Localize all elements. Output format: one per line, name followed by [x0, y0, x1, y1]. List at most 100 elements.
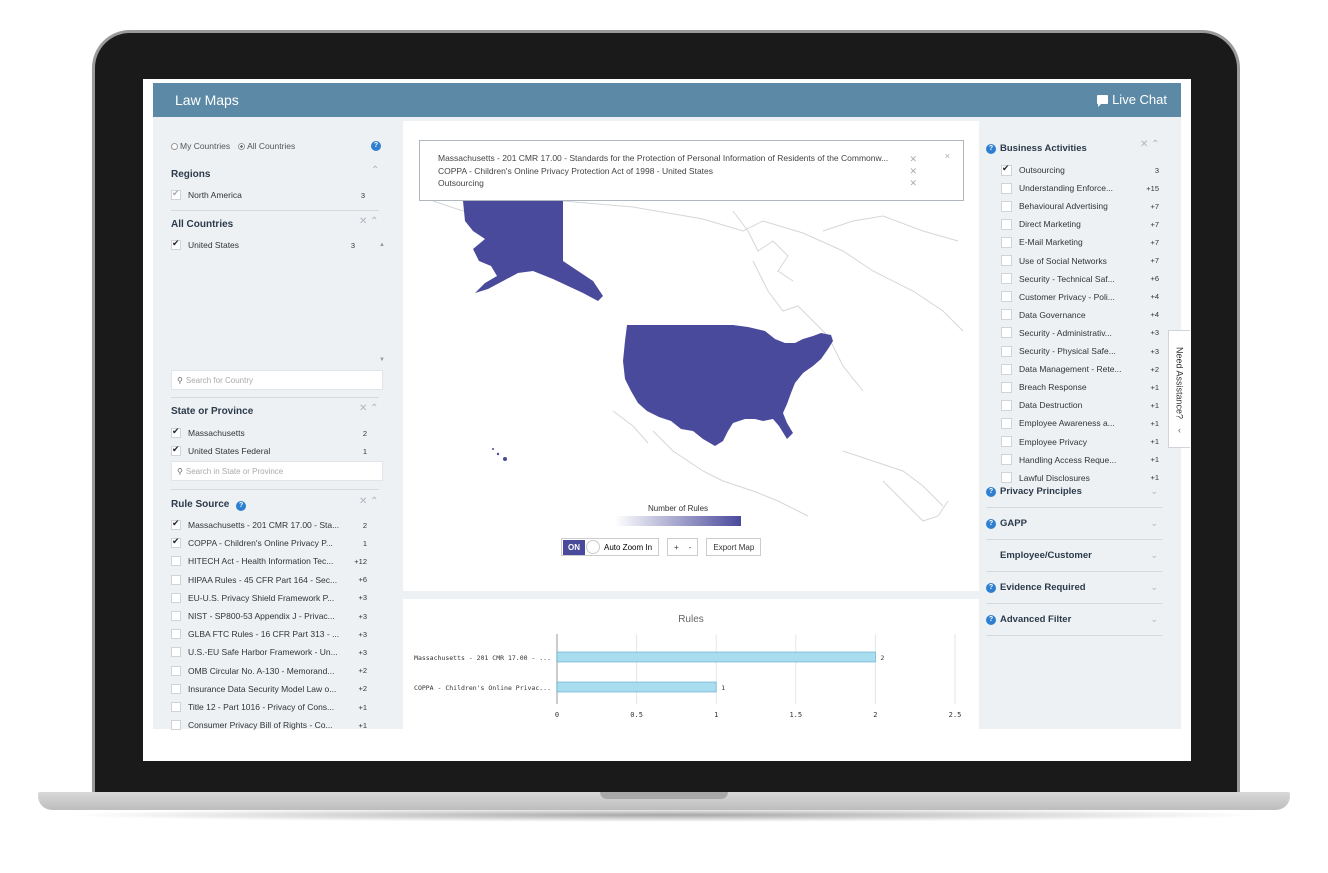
all-countries-radio[interactable]: All Countries	[238, 141, 295, 151]
business-activity-item[interactable]: Handling Access Reque... +1	[1001, 453, 1161, 467]
state-label: Massachusetts	[188, 428, 245, 438]
business-activity-item[interactable]: Understanding Enforce... +15	[1001, 181, 1161, 195]
business-activity-item[interactable]: Security - Physical Safe... +3	[1001, 344, 1161, 358]
filter-section-label: GAPP	[1000, 518, 1027, 529]
countries-title: All Countries	[171, 219, 234, 230]
business-activity-count: +7	[1150, 237, 1159, 247]
rule-source-label: Massachusetts - 201 CMR 17.00 - Sta...	[188, 520, 340, 530]
help-icon[interactable]: ?	[986, 486, 996, 497]
legend-gradient	[615, 516, 741, 526]
business-activity-item[interactable]: Outsourcing 3	[1001, 163, 1161, 177]
clear-business-icon[interactable]: ✕ ⌃	[1140, 139, 1160, 150]
rule-source-item[interactable]: U.S.-EU Safe Harbor Framework - Un... +3	[171, 645, 371, 659]
business-activity-count: +7	[1150, 201, 1159, 211]
checkbox-checked-icon	[171, 444, 181, 456]
business-activity-item[interactable]: Data Governance +4	[1001, 308, 1161, 322]
state-item[interactable]: United States Federal 1	[171, 444, 371, 458]
business-activity-count: +1	[1150, 400, 1159, 410]
checkbox-checked-icon	[171, 426, 181, 438]
help-icon[interactable]: ?	[371, 141, 381, 151]
state-search-input[interactable]: ⚲ Search in State or Province	[171, 461, 383, 481]
rule-source-item[interactable]: HIPAA Rules - 45 CFR Part 164 - Sec... +6	[171, 573, 371, 587]
clear-states-icon[interactable]: ✕ ⌃	[359, 403, 379, 414]
auto-zoom-toggle[interactable]: ON Auto Zoom In	[561, 538, 660, 556]
business-activity-item[interactable]: Data Management - Rete... +2	[1001, 362, 1161, 376]
hawaii-shape[interactable]	[492, 448, 507, 461]
search-icon: ⚲	[177, 466, 183, 476]
rule-source-item[interactable]: EU-U.S. Privacy Shield Framework P... +3	[171, 591, 371, 605]
rule-source-item[interactable]: Massachusetts - 201 CMR 17.00 - Sta... 2	[171, 518, 371, 532]
business-activity-item[interactable]: Direct Marketing +7	[1001, 217, 1161, 231]
zoom-in-button[interactable]: +	[674, 542, 679, 552]
business-activity-item[interactable]: Lawful Disclosures +1	[1001, 471, 1161, 485]
help-icon[interactable]: ?	[236, 501, 247, 511]
rule-source-item[interactable]: Title 12 - Part 1016 - Privacy of Cons..…	[171, 700, 371, 714]
close-icon[interactable]: ×	[944, 151, 950, 161]
business-activity-item[interactable]: Use of Social Networks +7	[1001, 254, 1161, 268]
rule-source-item[interactable]: HITECH Act - Health Information Tec... +1…	[171, 554, 371, 568]
business-activity-label: Security - Physical Safe...	[1019, 346, 1116, 356]
rule-source-label: HITECH Act - Health Information Tec...	[188, 556, 334, 567]
filter-section-header[interactable]: Employee/Customer ⌄	[986, 540, 1162, 572]
clear-rule-source-icon[interactable]: ✕ ⌃	[359, 496, 379, 507]
x-tick-label: 1.5	[789, 711, 802, 719]
alaska-shape[interactable]	[463, 201, 603, 301]
region-label: North America	[188, 190, 242, 200]
checkbox-icon	[1001, 417, 1012, 429]
need-assistance-tab[interactable]: Need Assistance? ‹	[1168, 330, 1190, 448]
business-activity-item[interactable]: Breach Response +1	[1001, 380, 1161, 394]
world-map	[432, 200, 964, 522]
rule-source-item[interactable]: OMB Circular No. A-130 - Memorand... +2	[171, 664, 371, 678]
scroll-down-icon[interactable]: ▼	[379, 357, 385, 363]
help-icon[interactable]: ?	[986, 143, 996, 154]
remove-filter-icon[interactable]: ✕	[909, 166, 917, 176]
rule-source-item[interactable]: GLBA FTC Rules - 16 CFR Part 313 - ... +3	[171, 627, 371, 641]
checkbox-icon	[171, 702, 181, 712]
state-item[interactable]: Massachusetts 2	[171, 426, 371, 440]
laptop-notch	[600, 792, 728, 799]
business-activity-item[interactable]: E-Mail Marketing +7	[1001, 235, 1161, 249]
business-activity-item[interactable]: Behavioural Advertising +7	[1001, 199, 1161, 213]
help-icon[interactable]: ?	[986, 614, 996, 625]
rule-source-item[interactable]: NIST - SP800-53 Appendix J - Privac... +3	[171, 609, 371, 623]
rule-source-item[interactable]: Consumer Privacy Bill of Rights - Co... +…	[171, 718, 371, 732]
business-activity-item[interactable]: Employee Privacy +1	[1001, 435, 1161, 449]
help-icon[interactable]: ?	[986, 582, 996, 593]
checkbox-icon	[1001, 345, 1012, 357]
checkbox-icon	[1001, 436, 1012, 447]
rule-source-count: +1	[358, 720, 367, 730]
scroll-up-icon[interactable]: ▲	[379, 242, 385, 248]
united-states-shape[interactable]	[623, 325, 833, 446]
rule-source-item[interactable]: COPPA - Children's Online Privacy P... 1	[171, 536, 371, 550]
country-search-input[interactable]: ⚲ Search for Country	[171, 370, 383, 390]
bar	[556, 681, 717, 693]
chart-title: Rules	[678, 614, 704, 625]
zoom-out-button[interactable]: -	[688, 542, 692, 552]
business-activity-item[interactable]: Data Destruction +1	[1001, 398, 1161, 412]
export-map-button[interactable]: Export Map	[706, 538, 762, 556]
business-activity-item[interactable]: Security - Technical Saf... +6	[1001, 272, 1161, 286]
checkbox-icon	[1001, 363, 1012, 375]
help-icon[interactable]: ?	[986, 518, 996, 529]
remove-filter-icon[interactable]: ✕	[909, 178, 917, 188]
remove-filter-icon[interactable]: ✕	[909, 154, 917, 164]
left-filter-panel: My Countries All Countries ? Regions ⌃ N…	[153, 117, 398, 732]
my-countries-radio[interactable]: My Countries	[171, 141, 230, 151]
filter-section-header[interactable]: ? GAPP ⌄	[986, 508, 1162, 540]
filter-section-header[interactable]: ? Evidence Required ⌄	[986, 572, 1162, 604]
live-chat-button[interactable]: Live Chat	[1097, 92, 1167, 107]
filter-section-header[interactable]: ? Advanced Filter ⌄	[986, 604, 1162, 636]
business-activity-item[interactable]: Customer Privacy - Poli... +4	[1001, 290, 1161, 304]
country-item[interactable]: United States 3	[171, 238, 371, 252]
business-activities-title: Business Activities	[1000, 143, 1087, 154]
chat-icon	[1097, 95, 1109, 107]
rule-source-label: Title 12 - Part 1016 - Privacy of Cons..…	[188, 702, 335, 712]
business-activity-item[interactable]: Security - Administrativ... +3	[1001, 326, 1161, 340]
region-item[interactable]: North America 3	[171, 188, 371, 202]
collapse-regions-icon[interactable]: ⌃	[371, 165, 380, 176]
clear-countries-icon[interactable]: ✕ ⌃	[359, 216, 379, 227]
rule-source-label: HIPAA Rules - 45 CFR Part 164 - Sec...	[188, 574, 338, 585]
filter-section-header[interactable]: ? Privacy Principles ⌄	[986, 476, 1162, 508]
rule-source-item[interactable]: Insurance Data Security Model Law o... +2	[171, 682, 371, 696]
business-activity-item[interactable]: Employee Awareness a... +1	[1001, 416, 1161, 430]
